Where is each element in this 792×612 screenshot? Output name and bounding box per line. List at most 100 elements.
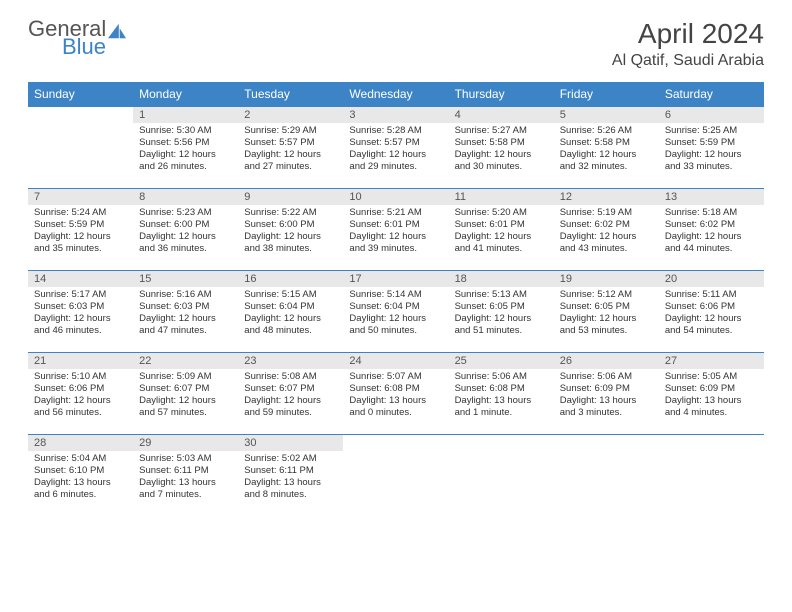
calendar-cell: 20Sunrise: 5:11 AMSunset: 6:06 PMDayligh… [659,271,764,353]
sunset-line: Sunset: 6:04 PM [349,301,442,313]
day-number: 23 [238,353,343,369]
daylight-line: Daylight: 12 hours and 53 minutes. [560,313,653,337]
day-content: Sunrise: 5:07 AMSunset: 6:08 PMDaylight:… [343,369,448,423]
sunset-line: Sunset: 5:56 PM [139,137,232,149]
sunset-line: Sunset: 6:06 PM [665,301,758,313]
calendar-row: 14Sunrise: 5:17 AMSunset: 6:03 PMDayligh… [28,271,764,353]
calendar-row: ..1Sunrise: 5:30 AMSunset: 5:56 PMDaylig… [28,107,764,189]
sunrise-line: Sunrise: 5:10 AM [34,371,127,383]
sunset-line: Sunset: 6:09 PM [665,383,758,395]
daylight-line: Daylight: 12 hours and 35 minutes. [34,231,127,255]
calendar-row: 28Sunrise: 5:04 AMSunset: 6:10 PMDayligh… [28,435,764,517]
day-number: 2 [238,107,343,123]
sunrise-line: Sunrise: 5:30 AM [139,125,232,137]
calendar-cell: 26Sunrise: 5:06 AMSunset: 6:09 PMDayligh… [554,353,659,435]
calendar-cell: 15Sunrise: 5:16 AMSunset: 6:03 PMDayligh… [133,271,238,353]
calendar-table: SundayMondayTuesdayWednesdayThursdayFrid… [28,82,764,517]
daylight-line: Daylight: 12 hours and 57 minutes. [139,395,232,419]
calendar-cell: 5Sunrise: 5:26 AMSunset: 5:58 PMDaylight… [554,107,659,189]
day-number: 21 [28,353,133,369]
calendar-cell: 10Sunrise: 5:21 AMSunset: 6:01 PMDayligh… [343,189,448,271]
daylight-line: Daylight: 12 hours and 29 minutes. [349,149,442,173]
weekday-header: Saturday [659,82,764,107]
calendar-cell: 8Sunrise: 5:23 AMSunset: 6:00 PMDaylight… [133,189,238,271]
sunrise-line: Sunrise: 5:14 AM [349,289,442,301]
sunrise-line: Sunrise: 5:18 AM [665,207,758,219]
day-content: Sunrise: 5:03 AMSunset: 6:11 PMDaylight:… [133,451,238,505]
title-block: April 2024 Al Qatif, Saudi Arabia [612,18,764,70]
day-number: 16 [238,271,343,287]
calendar-cell: .. [449,435,554,517]
daylight-line: Daylight: 13 hours and 8 minutes. [244,477,337,501]
calendar-cell: 2Sunrise: 5:29 AMSunset: 5:57 PMDaylight… [238,107,343,189]
day-content: Sunrise: 5:26 AMSunset: 5:58 PMDaylight:… [554,123,659,177]
day-content: Sunrise: 5:19 AMSunset: 6:02 PMDaylight:… [554,205,659,259]
sunset-line: Sunset: 6:07 PM [244,383,337,395]
day-content: Sunrise: 5:22 AMSunset: 6:00 PMDaylight:… [238,205,343,259]
calendar-cell: 13Sunrise: 5:18 AMSunset: 6:02 PMDayligh… [659,189,764,271]
day-content: Sunrise: 5:30 AMSunset: 5:56 PMDaylight:… [133,123,238,177]
day-content: Sunrise: 5:14 AMSunset: 6:04 PMDaylight:… [343,287,448,341]
sunset-line: Sunset: 5:59 PM [665,137,758,149]
calendar-cell: 23Sunrise: 5:08 AMSunset: 6:07 PMDayligh… [238,353,343,435]
sunset-line: Sunset: 6:02 PM [665,219,758,231]
day-content: Sunrise: 5:15 AMSunset: 6:04 PMDaylight:… [238,287,343,341]
daylight-line: Daylight: 12 hours and 48 minutes. [244,313,337,337]
weekday-header: Monday [133,82,238,107]
day-content: Sunrise: 5:09 AMSunset: 6:07 PMDaylight:… [133,369,238,423]
calendar-row: 7Sunrise: 5:24 AMSunset: 5:59 PMDaylight… [28,189,764,271]
calendar-body: ..1Sunrise: 5:30 AMSunset: 5:56 PMDaylig… [28,107,764,517]
calendar-cell: .. [659,435,764,517]
daylight-line: Daylight: 12 hours and 39 minutes. [349,231,442,255]
calendar-cell: 22Sunrise: 5:09 AMSunset: 6:07 PMDayligh… [133,353,238,435]
header: GeneralBlue April 2024 Al Qatif, Saudi A… [28,18,764,70]
day-number: 9 [238,189,343,205]
day-content: Sunrise: 5:11 AMSunset: 6:06 PMDaylight:… [659,287,764,341]
sunset-line: Sunset: 6:03 PM [34,301,127,313]
logo-word2: Blue [62,36,128,58]
day-content: Sunrise: 5:08 AMSunset: 6:07 PMDaylight:… [238,369,343,423]
daylight-line: Daylight: 12 hours and 27 minutes. [244,149,337,173]
sunrise-line: Sunrise: 5:15 AM [244,289,337,301]
calendar-cell: 12Sunrise: 5:19 AMSunset: 6:02 PMDayligh… [554,189,659,271]
day-content: Sunrise: 5:13 AMSunset: 6:05 PMDaylight:… [449,287,554,341]
day-content: Sunrise: 5:06 AMSunset: 6:08 PMDaylight:… [449,369,554,423]
sunset-line: Sunset: 6:01 PM [455,219,548,231]
day-content: Sunrise: 5:20 AMSunset: 6:01 PMDaylight:… [449,205,554,259]
weekday-header: Wednesday [343,82,448,107]
daylight-line: Daylight: 12 hours and 43 minutes. [560,231,653,255]
calendar-cell: 21Sunrise: 5:10 AMSunset: 6:06 PMDayligh… [28,353,133,435]
sunset-line: Sunset: 6:05 PM [455,301,548,313]
calendar-cell: 17Sunrise: 5:14 AMSunset: 6:04 PMDayligh… [343,271,448,353]
sunset-line: Sunset: 5:59 PM [34,219,127,231]
day-content: Sunrise: 5:04 AMSunset: 6:10 PMDaylight:… [28,451,133,505]
sunrise-line: Sunrise: 5:29 AM [244,125,337,137]
day-content: Sunrise: 5:06 AMSunset: 6:09 PMDaylight:… [554,369,659,423]
day-number: 3 [343,107,448,123]
day-number: 20 [659,271,764,287]
calendar-cell: 24Sunrise: 5:07 AMSunset: 6:08 PMDayligh… [343,353,448,435]
daylight-line: Daylight: 13 hours and 4 minutes. [665,395,758,419]
day-number: 17 [343,271,448,287]
sunset-line: Sunset: 6:01 PM [349,219,442,231]
day-content: Sunrise: 5:28 AMSunset: 5:57 PMDaylight:… [343,123,448,177]
sunset-line: Sunset: 6:00 PM [139,219,232,231]
daylight-line: Daylight: 12 hours and 36 minutes. [139,231,232,255]
day-number: 6 [659,107,764,123]
calendar-cell: 30Sunrise: 5:02 AMSunset: 6:11 PMDayligh… [238,435,343,517]
sunset-line: Sunset: 6:00 PM [244,219,337,231]
sunset-line: Sunset: 5:58 PM [560,137,653,149]
day-content: Sunrise: 5:29 AMSunset: 5:57 PMDaylight:… [238,123,343,177]
daylight-line: Daylight: 12 hours and 44 minutes. [665,231,758,255]
sunrise-line: Sunrise: 5:21 AM [349,207,442,219]
day-number: 14 [28,271,133,287]
day-content: Sunrise: 5:16 AMSunset: 6:03 PMDaylight:… [133,287,238,341]
daylight-line: Daylight: 12 hours and 30 minutes. [455,149,548,173]
day-number: 15 [133,271,238,287]
sunset-line: Sunset: 5:57 PM [349,137,442,149]
logo: GeneralBlue [28,18,128,58]
sunrise-line: Sunrise: 5:05 AM [665,371,758,383]
day-number: 22 [133,353,238,369]
sunrise-line: Sunrise: 5:03 AM [139,453,232,465]
sunset-line: Sunset: 6:10 PM [34,465,127,477]
